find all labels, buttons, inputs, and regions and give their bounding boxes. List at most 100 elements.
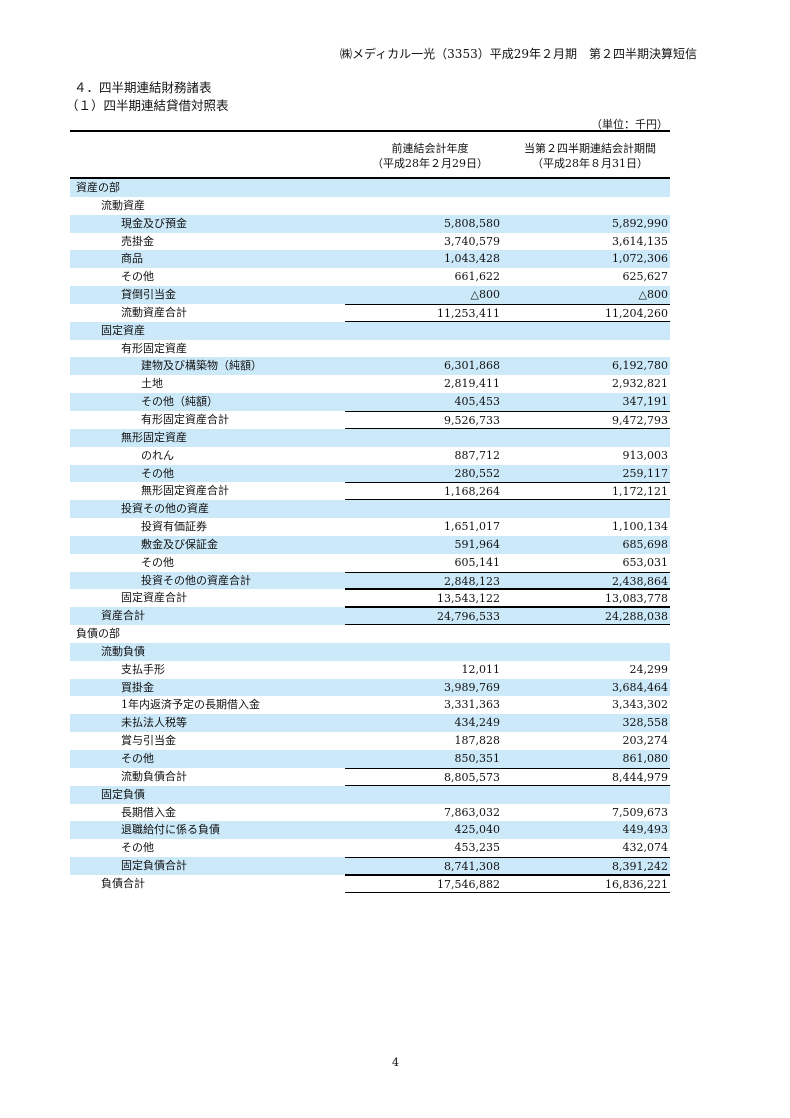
table-row: 固定資産合計 13,543,122 13,083,778	[70, 589, 670, 608]
row-label: 敷金及び保証金	[141, 537, 218, 551]
value-prev: 187,828	[454, 734, 501, 748]
value-curr: 685,698	[622, 537, 669, 551]
table-row: 投資その他の資産合計 2,848,123 2,438,864	[70, 571, 670, 590]
table-row: 貸倒引当金 △800 △800	[70, 286, 670, 304]
value-curr: 449,493	[622, 823, 669, 837]
table-row: 長期借入金 7,863,032 7,509,673	[70, 804, 670, 822]
value-prev: 5,808,580	[444, 216, 500, 230]
row-label: 固定負債合計	[121, 859, 187, 873]
row-label: その他	[141, 466, 174, 480]
value-curr: 861,080	[622, 752, 669, 765]
value-prev: 11,253,411	[345, 303, 502, 322]
table-row: 負債合計 17,546,882 16,836,221	[70, 874, 670, 893]
row-label: その他	[121, 270, 154, 284]
row-label: 買掛金	[121, 680, 154, 694]
table-row: 流動負債	[70, 642, 670, 661]
value-prev: 1,168,264	[345, 482, 502, 501]
page-number: 4	[392, 1056, 399, 1069]
row-label: 売掛金	[121, 234, 154, 248]
value-prev: 425,040	[454, 823, 501, 837]
value-curr: 3,614,135	[612, 234, 668, 248]
value-curr: 625,627	[622, 270, 669, 284]
table-row: のれん 887,712 913,003	[70, 447, 670, 465]
row-label: 貸倒引当金	[121, 288, 176, 302]
row-label: その他	[141, 555, 174, 569]
value-curr: 432,074	[622, 841, 669, 855]
table-row: 退職給付に係る負債 425,040 449,493	[70, 821, 670, 840]
table-row: 敷金及び保証金 591,964 685,698	[70, 535, 670, 554]
table-row: 商品 1,043,428 1,072,306	[70, 250, 670, 269]
row-label: 賞与引当金	[121, 734, 176, 748]
value-prev: 8,805,573	[345, 767, 502, 786]
row-label: 土地	[141, 377, 163, 391]
row-label: 固定資産合計	[121, 591, 187, 605]
column-header-prev-line2: （平成28年２月29日）	[372, 157, 488, 170]
table-row: 固定負債	[70, 785, 670, 804]
value-curr: 24,299	[629, 662, 669, 676]
value-curr: 203,274	[622, 734, 669, 748]
column-header-prev: 前連結会計年度 （平成28年２月29日）	[355, 141, 505, 171]
value-prev: 1,651,017	[444, 520, 500, 534]
value-prev: 24,796,533	[345, 607, 502, 626]
row-label: 長期借入金	[121, 805, 176, 819]
table-row: 資産合計 24,796,533 24,288,038	[70, 607, 670, 626]
value-curr: 7,509,673	[612, 805, 668, 819]
value-prev: 605,141	[454, 555, 501, 569]
row-label: 有形固定資産	[121, 341, 187, 355]
section-title: ４．四半期連結財務諸表	[74, 80, 212, 95]
row-label: 資産合計	[101, 609, 145, 623]
table-row: 投資有価証券 1,651,017 1,100,134	[70, 518, 670, 536]
row-label: 投資その他の資産合計	[141, 573, 251, 587]
row-label: 退職給付に係る負債	[121, 823, 220, 837]
row-label: その他	[121, 841, 154, 855]
table-row: 負債の部	[70, 625, 670, 643]
row-label: 未払法人税等	[121, 716, 187, 730]
table-row: その他 280,552 259,117	[70, 464, 670, 483]
value-prev: 591,964	[454, 537, 501, 551]
table-row: 支払手形 12,011 24,299	[70, 661, 670, 679]
table-row: 固定負債合計 8,741,308 8,391,242	[70, 857, 670, 875]
value-curr: △800	[638, 288, 668, 302]
row-label: 流動負債合計	[121, 769, 187, 783]
row-label: その他（純額）	[141, 395, 218, 409]
value-curr: 328,558	[622, 716, 669, 730]
value-prev: 850,351	[454, 752, 501, 765]
value-curr: 9,472,793	[502, 410, 670, 429]
value-prev: 3,740,579	[444, 234, 500, 248]
table-row: 土地 2,819,411 2,932,821	[70, 375, 670, 393]
row-label: 負債合計	[101, 876, 145, 890]
value-prev: 887,712	[454, 448, 501, 462]
value-prev: 453,235	[454, 841, 501, 855]
value-prev: 12,011	[461, 662, 501, 676]
table-row: 流動負債合計 8,805,573 8,444,979	[70, 767, 670, 786]
table-row: その他 661,622 625,627	[70, 268, 670, 286]
table-row: その他 453,235 432,074	[70, 839, 670, 857]
value-prev: 6,301,868	[444, 359, 500, 373]
value-curr: 653,031	[622, 555, 669, 569]
row-label: 固定資産	[101, 323, 145, 337]
table-row: 固定資産	[70, 321, 670, 340]
value-prev: 7,863,032	[444, 805, 500, 819]
value-prev: 2,819,411	[444, 377, 500, 391]
value-prev: 661,622	[454, 270, 501, 284]
value-prev: 434,249	[454, 716, 501, 730]
table-row: その他 605,141 653,031	[70, 554, 670, 572]
table-row: 未払法人税等 434,249 328,558	[70, 714, 670, 733]
row-label: 無形固定資産合計	[141, 484, 229, 498]
value-curr: 13,083,778	[502, 589, 670, 608]
table-row: 資産の部	[70, 179, 670, 197]
row-label: 資産の部	[76, 181, 120, 194]
row-label: 投資有価証券	[141, 520, 207, 534]
table-row: 有形固定資産合計 9,526,733 9,472,793	[70, 410, 670, 429]
value-curr: 16,836,221	[502, 874, 670, 893]
table-row: 1年内返済予定の長期借入金 3,331,363 3,343,302	[70, 696, 670, 714]
table-row: 流動資産合計 11,253,411 11,204,260	[70, 303, 670, 322]
table-row: 流動資産	[70, 197, 670, 215]
value-curr: 5,892,990	[612, 216, 668, 230]
value-curr: 11,204,260	[502, 303, 670, 322]
unit-label: （単位：千円）	[591, 118, 668, 131]
table-header: 前連結会計年度 （平成28年２月29日） 当第２四半期連結会計期間 （平成28年…	[70, 130, 670, 179]
row-label: 現金及び預金	[121, 216, 187, 230]
column-header-curr-line1: 当第２四半期連結会計期間	[524, 142, 656, 155]
value-curr: 1,100,134	[612, 520, 668, 534]
